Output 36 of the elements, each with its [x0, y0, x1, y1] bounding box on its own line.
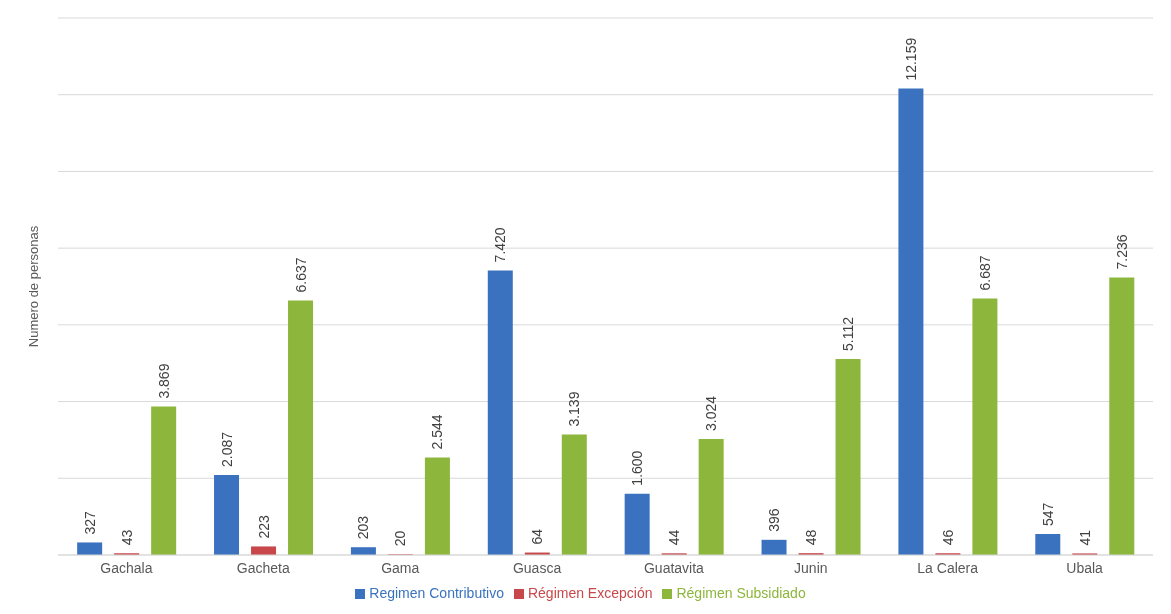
data-label: 3.869	[155, 363, 172, 399]
x-tick-label: La Calera	[917, 559, 979, 576]
data-label: 20	[392, 530, 409, 547]
data-label: 46	[939, 529, 956, 546]
x-tick-label: Gacheta	[236, 559, 290, 576]
data-label: 2.544	[429, 414, 446, 450]
data-label: 3.139	[566, 391, 583, 427]
x-tick-label: Gachala	[100, 559, 153, 576]
data-label: 48	[803, 529, 820, 546]
data-label: 203	[355, 515, 372, 540]
data-label: 547	[1039, 502, 1056, 527]
x-tick-label: Guatavita	[643, 559, 705, 576]
data-label: 7.420	[492, 227, 509, 263]
data-label: 327	[81, 510, 98, 535]
legend-label: Régimen Excepción	[527, 585, 653, 601]
data-label: 64	[529, 528, 546, 545]
data-label: 223	[255, 514, 272, 539]
data-label: 2.087	[218, 431, 235, 467]
data-label: 6.687	[976, 255, 993, 291]
data-label: 5.112	[840, 316, 857, 351]
x-tick-label: Ubala	[1066, 559, 1104, 576]
x-tick-label: Guasca	[512, 559, 562, 576]
legend-label: Régimen Subsidiado	[676, 585, 806, 601]
data-label: 3.024	[703, 395, 720, 432]
data-label: 41	[1076, 529, 1093, 546]
data-label: 44	[666, 529, 683, 546]
x-tick-label: Gama	[381, 559, 420, 576]
data-label: 1.600	[629, 450, 646, 486]
data-label: 6.637	[292, 257, 309, 293]
x-tick-label: Junin	[794, 559, 828, 576]
data-label: 12.159	[902, 37, 919, 81]
legend-label: Regimen Contributivo	[369, 585, 504, 601]
data-label: 7.236	[1113, 234, 1130, 270]
y-axis-title: Numero de personas	[25, 225, 41, 348]
data-label: 396	[766, 508, 783, 532]
data-label: 43	[118, 529, 135, 546]
